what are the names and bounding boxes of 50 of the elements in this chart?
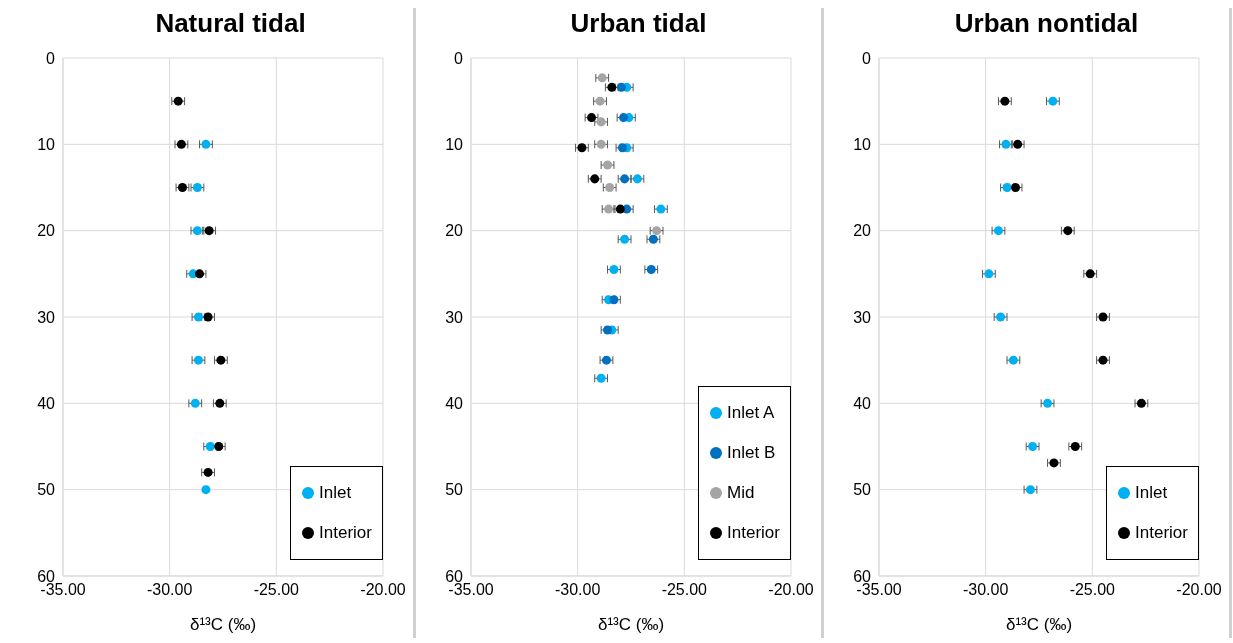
- x-tick-label: -35.00: [856, 581, 902, 599]
- y-tick-label: 50: [445, 481, 464, 499]
- y-tick-label: 40: [853, 395, 872, 413]
- y-tick-label: 40: [445, 395, 464, 413]
- x-tick-label: -25.00: [253, 581, 300, 599]
- y-tick-label: 30: [37, 308, 56, 326]
- legend-label: Inlet: [1135, 483, 1168, 503]
- x-tick-label: -30.00: [962, 581, 1009, 599]
- point: [1011, 182, 1021, 193]
- point: [201, 485, 211, 495]
- x-tick-label: -35.00: [448, 581, 494, 599]
- legend-label: Interior: [1135, 523, 1188, 543]
- y-tick-label: 0: [862, 49, 872, 67]
- chart-title: Natural tidal: [154, 8, 307, 40]
- y-tick-label: 20: [853, 222, 872, 240]
- y-tick-label: 10: [853, 136, 872, 154]
- x-tick-label: -35.00: [40, 581, 86, 599]
- y-tick-label: 50: [853, 481, 872, 499]
- y-tick-label: 0: [46, 49, 56, 67]
- legend-label: Interior: [727, 523, 780, 543]
- x-tick-label: -25.00: [661, 581, 708, 599]
- legend-label: Inlet B: [727, 443, 776, 463]
- x-tick-label: -20.00: [1176, 581, 1222, 599]
- y-tick-label: 50: [37, 481, 56, 499]
- x-tick-label: -20.00: [768, 581, 814, 599]
- legend-label: Inlet: [319, 483, 352, 503]
- y-tick-label: 20: [37, 222, 56, 240]
- point: [1028, 441, 1038, 452]
- point: [214, 441, 224, 452]
- legend-label: Mid: [727, 483, 755, 503]
- x-tick-label: -25.00: [1069, 581, 1116, 599]
- y-tick-label: 20: [445, 222, 464, 240]
- legend-label: Interior: [319, 523, 372, 543]
- y-tick-label: 0: [454, 49, 464, 67]
- x-tick-label: -20.00: [360, 581, 406, 599]
- y-tick-label: 10: [445, 136, 464, 154]
- legend-label: Inlet A: [727, 403, 775, 423]
- y-tick-label: 10: [37, 136, 56, 154]
- y-tick-label: 40: [37, 395, 56, 413]
- x-axis-title: δ¹³C (‰): [189, 615, 257, 634]
- point: [1070, 441, 1080, 452]
- x-axis-title: δ¹³C (‰): [1005, 615, 1073, 634]
- x-tick-label: -30.00: [146, 581, 193, 599]
- y-tick-label: 30: [853, 308, 872, 326]
- chart-title: Urban tidal: [569, 8, 708, 40]
- x-tick-label: -30.00: [554, 581, 601, 599]
- y-tick-label: 30: [445, 308, 464, 326]
- x-axis-title: δ¹³C (‰): [597, 615, 665, 634]
- point: [205, 441, 215, 452]
- chart-title: Urban nontidal: [953, 8, 1140, 40]
